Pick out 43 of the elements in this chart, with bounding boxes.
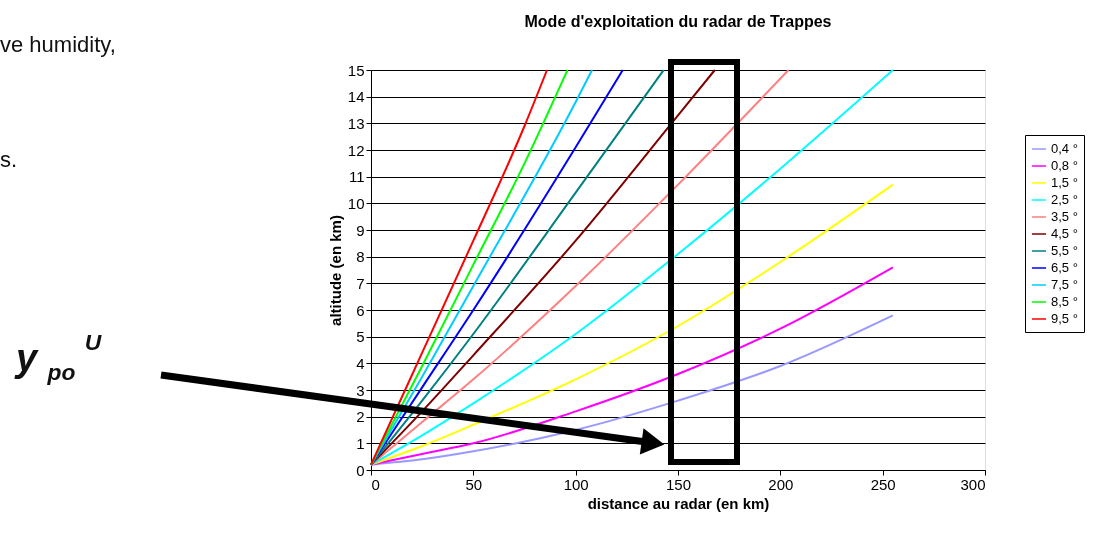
- legend-label: 3,5 °: [1051, 209, 1078, 224]
- y-tick-label: 11: [348, 168, 365, 186]
- y-tick-label: 12: [347, 141, 365, 159]
- y-axis-title: altitude (en km): [326, 215, 344, 326]
- x-axis-title: distance au radar (en km): [587, 494, 770, 512]
- y-tick-label: 14: [347, 88, 365, 106]
- legend-label: 7,5 °: [1051, 277, 1078, 292]
- legend-label: 2,5 °: [1051, 192, 1078, 207]
- x-tick-label: 150: [665, 475, 692, 493]
- line-series: [370, 69, 790, 466]
- legend-label: 8,5 °: [1051, 294, 1078, 309]
- legend-label: 0,4 °: [1051, 141, 1078, 156]
- text: ve humidity,: [0, 32, 116, 57]
- y-tick-label: 4: [356, 354, 365, 372]
- y-tick-label: 1: [356, 434, 365, 452]
- line-series: [370, 183, 894, 466]
- y-tick-label: 8: [356, 248, 365, 266]
- line-series: [370, 314, 894, 466]
- y-tick-label: 15: [347, 61, 365, 79]
- y-tick-label: 13: [347, 114, 365, 132]
- x-tick-label: 250: [870, 475, 896, 493]
- x-tick-label: 200: [768, 475, 794, 493]
- y-tick-label: 5: [356, 328, 365, 346]
- y-tick-label: 9: [356, 221, 365, 239]
- legend-label: 9,5 °: [1051, 311, 1078, 326]
- x-tick-label: 100: [563, 475, 589, 493]
- y-tick-label: 3: [356, 381, 365, 399]
- x-tick-label: 0: [371, 475, 380, 493]
- legend-label: 1,5 °: [1051, 175, 1078, 190]
- y-tick-label: 6: [356, 301, 365, 319]
- y-tick-label: 0: [356, 461, 365, 479]
- x-tick-label: 300: [960, 475, 986, 493]
- legend-label: 5,5 °: [1051, 243, 1078, 258]
- x-tick-label: 50: [465, 475, 483, 493]
- y-tick-label: 7: [356, 274, 365, 292]
- line-series: [370, 69, 894, 466]
- chart-title: Mode d'exploitation du radar de Trappes: [524, 13, 832, 30]
- y-tick-label: 2: [356, 408, 365, 426]
- legend-label: 6,5 °: [1051, 260, 1078, 275]
- legend-label: 0,8 °: [1051, 158, 1078, 173]
- y-tick-label: 10: [347, 194, 365, 212]
- text: s.: [0, 147, 18, 172]
- legend-label: 4,5 °: [1051, 226, 1078, 241]
